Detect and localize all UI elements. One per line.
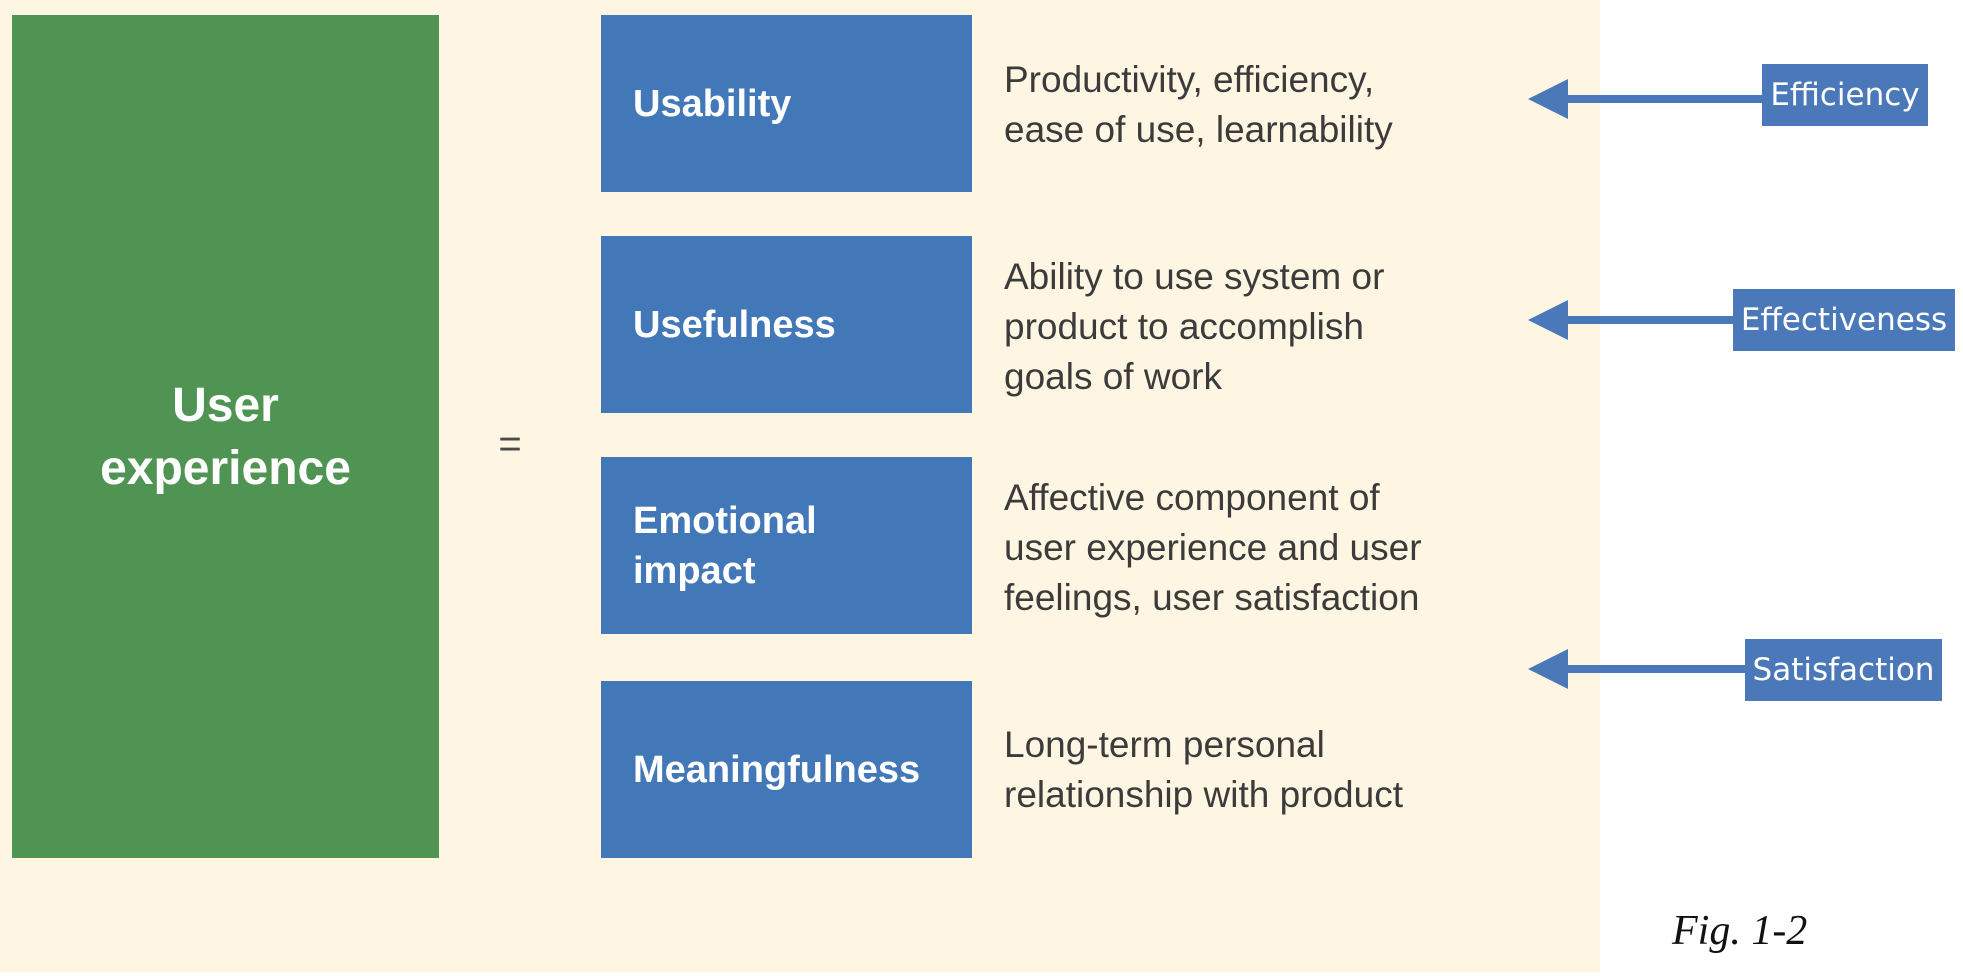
- arrow-left-icon: [1528, 300, 1768, 340]
- arrow-left-icon: [1528, 649, 1768, 689]
- component-description-usability: Productivity, efficiency, ease of use, l…: [1004, 55, 1524, 155]
- description-line: Long-term personal: [1004, 724, 1325, 765]
- arrow-left-icon: [1528, 79, 1768, 119]
- user-experience-block: User experience: [12, 15, 439, 858]
- diagram-panel: User experience = Usability Productivity…: [0, 0, 1600, 972]
- description-line: Ability to use system or: [1004, 256, 1385, 297]
- user-experience-title: User experience: [100, 374, 351, 500]
- metric-label-satisfaction: Satisfaction: [1745, 639, 1942, 701]
- component-description-emotional-impact: Affective component of user experience a…: [1004, 473, 1524, 623]
- description-line: user experience and user: [1004, 527, 1422, 568]
- user-experience-line-2: experience: [100, 441, 351, 495]
- component-label: Usefulness: [633, 300, 836, 350]
- component-description-usefulness: Ability to use system or product to acco…: [1004, 252, 1524, 402]
- metric-label-efficiency: Efficiency: [1762, 64, 1928, 126]
- component-label: Usability: [633, 79, 791, 129]
- component-label-line: Usability: [633, 82, 792, 125]
- user-experience-line-1: User: [172, 378, 279, 432]
- component-label-line: Emotional: [633, 499, 817, 542]
- description-line: Productivity, efficiency,: [1004, 59, 1375, 100]
- component-box-emotional-impact: Emotional impact: [601, 457, 972, 634]
- component-description-meaningfulness: Long-term personal relationship with pro…: [1004, 720, 1524, 820]
- component-box-usability: Usability: [601, 15, 972, 192]
- component-label: Emotional impact: [633, 496, 817, 596]
- description-line: feelings, user satisfaction: [1004, 577, 1420, 618]
- description-line: Affective component of: [1004, 477, 1380, 518]
- description-line: product to accomplish: [1004, 306, 1364, 347]
- description-line: relationship with product: [1004, 774, 1403, 815]
- metric-label-effectiveness: Effectiveness: [1733, 289, 1955, 351]
- component-label-line: impact: [633, 549, 756, 592]
- figure-caption: Fig. 1-2: [1672, 908, 1808, 954]
- component-label-line: Meaningfulness: [633, 748, 921, 791]
- description-line: goals of work: [1004, 356, 1222, 397]
- equals-sign: =: [498, 422, 522, 466]
- component-box-meaningfulness: Meaningfulness: [601, 681, 972, 858]
- description-line: ease of use, learnability: [1004, 109, 1393, 150]
- component-box-usefulness: Usefulness: [601, 236, 972, 413]
- component-label: Meaningfulness: [633, 745, 920, 795]
- component-label-line: Usefulness: [633, 303, 836, 346]
